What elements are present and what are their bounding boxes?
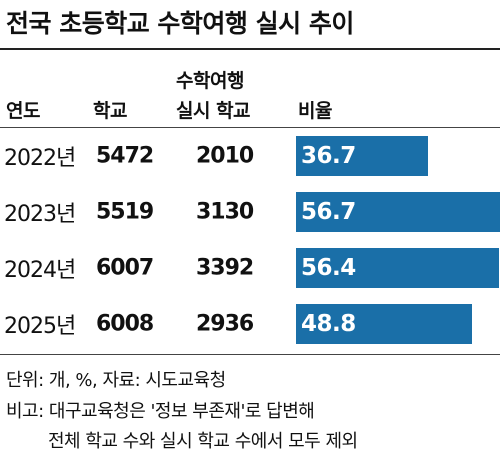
table-row: 2022년 5472 2010 36.7 bbox=[0, 128, 500, 184]
remark-note-line1: 비고: 대구교육청은 '정보 부존재'로 답변해 bbox=[6, 401, 315, 422]
header-year: 연도 bbox=[6, 100, 40, 122]
ratio-bar: 56.4 bbox=[296, 248, 499, 288]
remark-note-line2: 전체 학교 수와 실시 학교 수에서 모두 제외 bbox=[48, 431, 358, 452]
year-cell: 2024년 bbox=[4, 258, 76, 283]
ratio-bar: 36.7 bbox=[296, 136, 428, 176]
table-row: 2025년 6008 2936 48.8 bbox=[0, 296, 500, 352]
header-ratio: 비율 bbox=[298, 100, 332, 122]
schools-cell: 5472 bbox=[96, 143, 154, 169]
year-cell: 2025년 bbox=[4, 314, 76, 339]
ratio-bar-label: 48.8 bbox=[301, 311, 356, 337]
ratio-bar: 56.7 bbox=[296, 192, 500, 232]
ratio-bar-label: 56.7 bbox=[301, 199, 356, 225]
trip-schools-cell: 2936 bbox=[196, 311, 254, 337]
header-trip-schools-line2: 실시 학교 bbox=[176, 100, 251, 122]
year-cell: 2023년 bbox=[4, 202, 76, 227]
chart-title: 전국 초등학교 수학여행 실시 추이 bbox=[6, 9, 354, 38]
footer-rule bbox=[0, 354, 500, 355]
table-body: 2022년 5472 2010 36.7 2023년 5519 3130 56.… bbox=[0, 128, 500, 352]
table-row: 2023년 5519 3130 56.7 bbox=[0, 184, 500, 240]
unit-source-note: 단위: 개, %, 자료: 시도교육청 bbox=[6, 370, 226, 391]
ratio-bar: 48.8 bbox=[296, 304, 472, 344]
trip-schools-cell: 3130 bbox=[196, 199, 254, 225]
ratio-bar-label: 56.4 bbox=[301, 255, 356, 281]
schools-cell: 6007 bbox=[96, 255, 154, 281]
schools-cell: 5519 bbox=[96, 199, 154, 225]
ratio-bar-label: 36.7 bbox=[301, 143, 356, 169]
schools-cell: 6008 bbox=[96, 311, 154, 337]
trip-schools-cell: 2010 bbox=[196, 143, 254, 169]
year-cell: 2022년 bbox=[4, 146, 76, 171]
header-trip-schools-line1: 수학여행 bbox=[176, 70, 244, 92]
trip-schools-cell: 3392 bbox=[196, 255, 254, 281]
table-row: 2024년 6007 3392 56.4 bbox=[0, 240, 500, 296]
header-schools: 학교 bbox=[93, 100, 127, 122]
header-rule bbox=[0, 127, 500, 128]
top-rule bbox=[0, 48, 500, 50]
